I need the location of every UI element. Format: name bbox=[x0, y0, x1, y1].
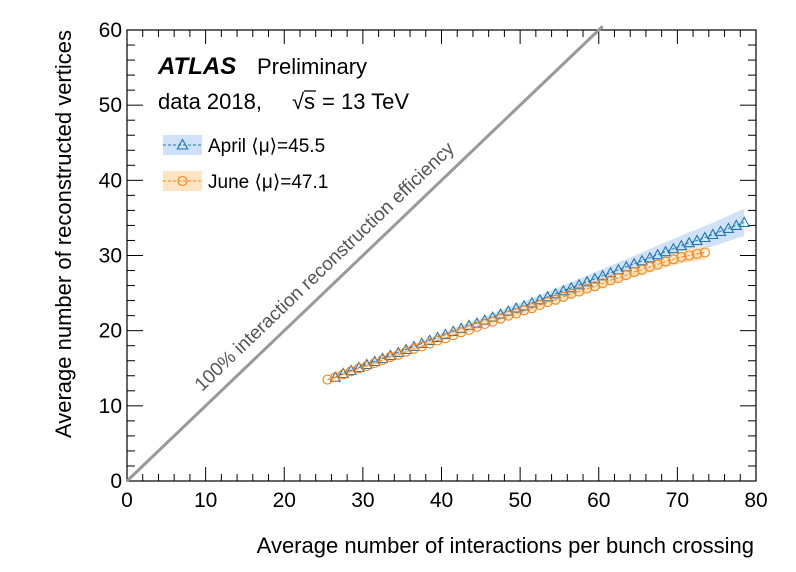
data-point-june bbox=[408, 343, 420, 354]
data-point-april bbox=[596, 269, 609, 281]
legend-marker-triangle bbox=[176, 138, 189, 150]
data-point-april bbox=[573, 278, 586, 290]
x-axis-title: Average number of interactions per bunch… bbox=[257, 533, 754, 558]
data-point-april bbox=[392, 346, 405, 358]
x-tick-label: 20 bbox=[273, 489, 296, 512]
data-point-april bbox=[533, 293, 546, 305]
legend-label-june: June ⟨μ⟩=47.1 bbox=[208, 172, 328, 193]
data-point-june bbox=[660, 256, 671, 267]
y-tick-label: 20 bbox=[99, 320, 122, 343]
y-tick-label: 0 bbox=[110, 470, 122, 493]
data-point-april bbox=[659, 245, 672, 257]
dataset-label: data 2018, bbox=[158, 89, 262, 114]
legend-label-april: April ⟨μ⟩=45.5 bbox=[208, 136, 325, 157]
y-axis-title: Average number of reconstructed vertices bbox=[51, 30, 76, 438]
data-point-june bbox=[668, 254, 679, 265]
x-tick-label: 10 bbox=[194, 489, 217, 512]
x-tick-label: 30 bbox=[351, 489, 374, 512]
x-tick-label: 60 bbox=[587, 489, 610, 512]
data-point-april bbox=[518, 299, 531, 311]
data-point-april bbox=[667, 242, 680, 254]
y-tick-label: 10 bbox=[99, 395, 122, 418]
y-tick-label: 30 bbox=[99, 245, 122, 268]
data-point-april bbox=[675, 239, 688, 251]
data-point-june bbox=[605, 275, 616, 286]
data-point-april bbox=[337, 367, 350, 379]
data-point-june bbox=[432, 335, 443, 346]
energy-label: = 13 TeV bbox=[322, 89, 409, 114]
data-point-april bbox=[698, 231, 711, 243]
data-point-june bbox=[456, 327, 467, 338]
y-tick-label: 60 bbox=[99, 19, 122, 42]
data-point-june bbox=[353, 363, 364, 374]
data-point-april bbox=[722, 222, 735, 233]
axis-ticks bbox=[126, 29, 757, 482]
data-point-april bbox=[691, 234, 703, 246]
uncertainty-bands bbox=[327, 208, 745, 381]
data-point-june bbox=[629, 266, 640, 278]
data-point-april bbox=[376, 352, 389, 364]
y-tick-label: 40 bbox=[99, 169, 122, 192]
data-point-june bbox=[644, 261, 655, 272]
legend: April ⟨μ⟩=45.5 June ⟨μ⟩=47.1 bbox=[163, 135, 328, 193]
legend-band-april bbox=[163, 135, 202, 155]
tick-labels: 0 10 20 30 40 50 60 70 80 0 10 20 30 40 50 60 bbox=[99, 19, 768, 512]
data-point-june bbox=[385, 351, 396, 363]
band-april bbox=[335, 208, 745, 380]
legend-marker-circle bbox=[177, 175, 188, 187]
data-point-june bbox=[479, 318, 490, 329]
data-point-june bbox=[581, 283, 593, 294]
x-tick-label: 40 bbox=[430, 489, 453, 512]
sqrt-symbol: √ bbox=[292, 89, 305, 114]
sqrt-variable: s bbox=[304, 89, 315, 114]
y-tick-label: 50 bbox=[99, 94, 122, 117]
data-point-april bbox=[557, 284, 570, 296]
data-point-june bbox=[322, 374, 333, 385]
data-point-april bbox=[494, 307, 507, 319]
data-point-april bbox=[541, 290, 554, 302]
atlas-label: ATLAS bbox=[157, 53, 236, 80]
data-point-april bbox=[565, 281, 578, 293]
data-point-april bbox=[400, 343, 413, 355]
data-point-june bbox=[503, 310, 514, 321]
data-point-june bbox=[684, 250, 695, 261]
data-point-april bbox=[714, 225, 727, 236]
x-tick-label: 70 bbox=[666, 489, 689, 512]
data-point-april bbox=[730, 219, 743, 230]
data-point-april bbox=[604, 266, 617, 278]
data-point-april bbox=[352, 361, 365, 373]
data-point-june bbox=[691, 248, 703, 260]
data-point-june bbox=[566, 288, 577, 299]
x-tick-label: 50 bbox=[508, 489, 531, 512]
x-tick-label: 80 bbox=[744, 489, 767, 512]
data-point-june bbox=[699, 247, 710, 258]
data-point-april bbox=[360, 358, 373, 370]
data-point-april bbox=[368, 355, 381, 367]
data-point-april bbox=[549, 287, 562, 299]
data-point-april bbox=[738, 216, 751, 227]
data-point-june bbox=[676, 251, 687, 263]
data-point-april bbox=[588, 272, 601, 284]
data-point-april bbox=[525, 296, 538, 308]
data-point-april bbox=[408, 340, 420, 352]
data-point-april bbox=[651, 248, 664, 260]
data-point-april bbox=[384, 349, 397, 361]
data-point-june bbox=[519, 305, 530, 316]
reference-line bbox=[125, 25, 604, 483]
data-point-april bbox=[510, 301, 523, 313]
data-point-april bbox=[581, 275, 593, 287]
series-line-june bbox=[327, 252, 705, 380]
x-tick-label: 0 bbox=[121, 489, 133, 512]
series-group bbox=[322, 216, 751, 385]
atlas-sublabel: Preliminary bbox=[257, 54, 367, 79]
data-point-april bbox=[706, 228, 719, 240]
data-point-april bbox=[683, 236, 696, 248]
data-point-june bbox=[542, 297, 553, 308]
legend-band-june bbox=[163, 171, 202, 191]
